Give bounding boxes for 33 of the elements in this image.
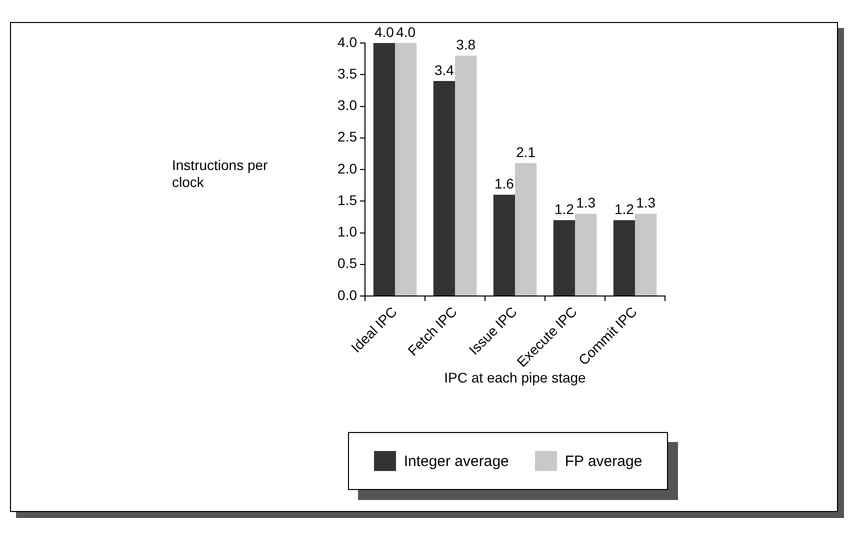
bar	[613, 220, 635, 296]
data-label: 1.2	[554, 200, 574, 217]
legend-label: FP average	[564, 452, 642, 470]
bar	[395, 43, 417, 296]
bar	[373, 43, 395, 296]
y-tick-label: 4.0	[338, 34, 358, 50]
bar	[493, 194, 515, 296]
bar	[455, 56, 477, 296]
y-axis-title: Instructions per clock	[172, 157, 269, 191]
data-label: 3.4	[434, 62, 454, 78]
x-axis-title: IPC at each pipe stage	[444, 369, 586, 386]
data-label: 4.0	[374, 24, 394, 40]
data-label: 1.2	[614, 200, 634, 217]
bar	[515, 163, 537, 296]
y-tick-label: 3.0	[338, 97, 358, 114]
y-tick-label: 3.5	[338, 65, 358, 82]
data-label: 1.3	[576, 194, 596, 211]
legend-label: Integer average	[404, 452, 509, 470]
y-tick-label: 1.0	[338, 224, 358, 240]
data-label: 1.6	[494, 176, 514, 192]
bar	[575, 214, 597, 296]
bar	[635, 214, 657, 296]
data-label: 3.8	[456, 36, 476, 53]
data-label: 1.3	[636, 194, 656, 211]
y-tick-label: 1.5	[338, 192, 358, 208]
y-tick-label: 0.5	[338, 255, 358, 272]
data-label: 2.1	[516, 144, 536, 160]
y-tick-label: 2.0	[338, 160, 358, 176]
y-tick-label: 2.5	[338, 128, 358, 145]
data-label: 4.0	[396, 24, 416, 40]
bar	[433, 80, 455, 296]
bar	[553, 220, 575, 296]
y-tick-label: 0.0	[338, 286, 358, 303]
